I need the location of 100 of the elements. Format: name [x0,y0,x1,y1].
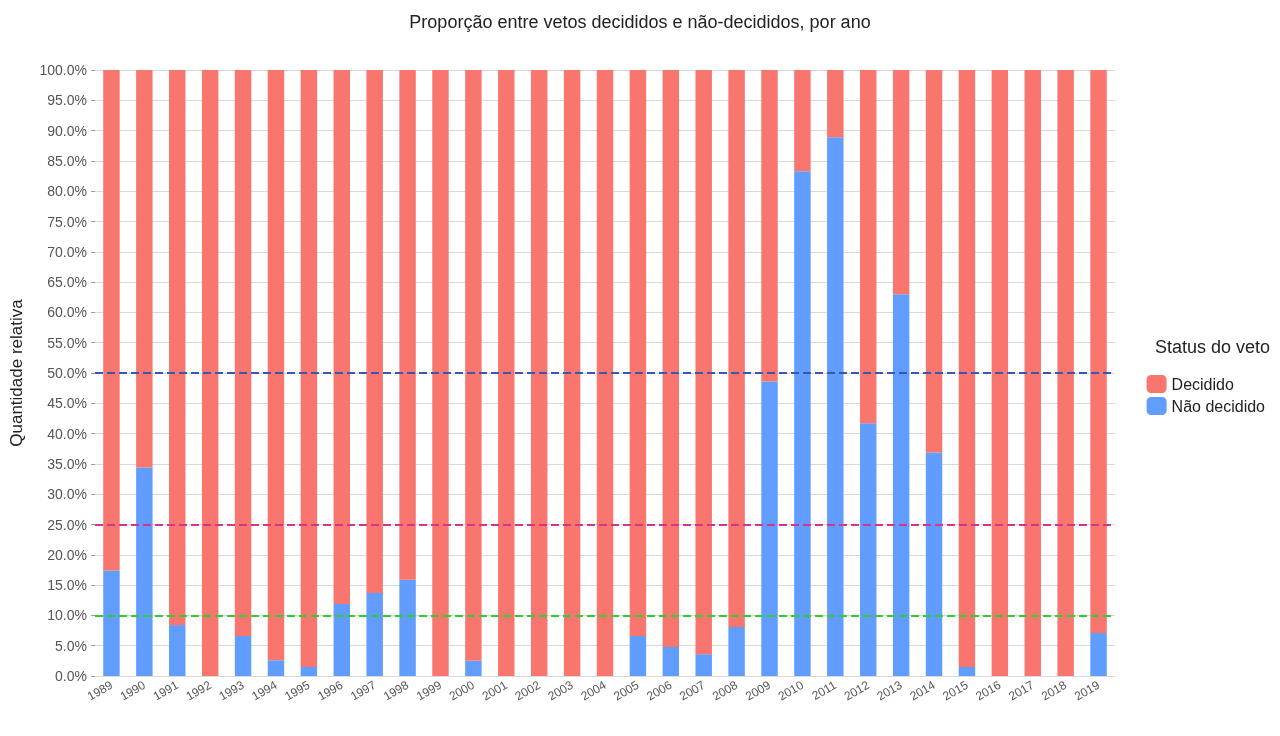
y-tick-label: 70.0% [47,243,87,260]
legend-label: Decidido [1171,375,1234,393]
bar [892,294,910,676]
x-tick-label: 1992 [183,677,214,704]
x-tick-label: 1993 [216,677,247,704]
y-tick-label: 65.0% [47,274,87,291]
chart-title: Proporção entre vetos decididos e não-decididos, por ano [409,12,871,32]
bar [300,666,318,676]
y-tick-label: 30.0% [47,486,87,503]
x-tick-label: 2005 [611,677,642,704]
bar [103,70,120,571]
bar [333,70,350,604]
y-tick-label: 75.0% [47,213,87,230]
x-tick-label: 2016 [973,677,1004,704]
x-tick-label: 2008 [710,677,741,704]
bar [925,452,943,676]
y-tick-label: 55.0% [47,334,87,351]
bar [629,70,647,636]
bar [892,70,910,295]
bar [103,570,120,676]
y-tick-label: 80.0% [47,183,87,200]
y-tick-label: 95.0% [47,92,87,109]
x-tick-label: 1996 [315,677,346,704]
bar [333,603,350,676]
bar [234,636,252,676]
y-axis-title: Quantidade relativa [7,298,26,447]
x-tick-label: 2009 [742,677,774,704]
bar [300,70,318,667]
x-tick-label: 1991 [150,677,182,704]
bar [1090,70,1107,633]
bar [794,171,811,676]
bar [366,592,383,676]
bar [530,70,548,676]
bar [958,666,976,676]
y-tick-label: 10.0% [47,607,87,624]
bar [399,70,416,580]
x-tick-label: 2012 [841,677,873,704]
bar [827,137,844,676]
y-tick-label: 45.0% [47,395,87,412]
bar [991,70,1009,676]
x-tick-label: 2017 [1006,677,1037,704]
bar [234,70,252,636]
bar [662,646,680,676]
x-tick-label: 2001 [479,677,511,704]
legend-title: Status do veto [1154,337,1270,357]
y-tick-label: 15.0% [47,577,87,594]
bar [169,70,186,626]
bar [267,660,285,676]
y-tick-label: 5.0% [55,637,87,654]
x-tick-label: 1999 [413,677,445,704]
x-tick-label: 1995 [282,677,313,704]
x-tick-label: 2013 [874,677,905,704]
x-tick-label: 2004 [578,677,609,704]
bar [827,70,844,138]
x-tick-label: 2011 [809,677,840,703]
bar [695,70,712,655]
bar [267,70,285,661]
bar [1024,70,1041,676]
x-tick-label: 2018 [1039,677,1070,704]
y-tick-label: 100.0% [39,62,87,78]
bar [201,70,219,676]
bar [662,70,680,647]
bar [728,70,745,627]
bar [860,70,877,424]
bar [465,70,482,661]
bar [794,70,811,172]
x-tick-label: 1994 [249,677,280,704]
x-tick-label: 2002 [512,677,543,704]
y-tick-label: 50.0% [47,365,87,381]
bar [1090,632,1107,676]
y-tick-label: 0.0% [55,668,87,684]
x-tick-label: 2010 [775,677,807,704]
y-tick-label: 85.0% [47,152,87,169]
bar [596,70,614,676]
y-tick-label: 60.0% [47,304,87,321]
x-tick-label: 2000 [446,677,478,704]
bar [136,467,153,676]
x-tick-label: 1997 [348,677,379,704]
x-tick-label: 2014 [907,677,938,704]
bar [860,423,877,676]
bar [432,70,449,676]
bar [136,70,153,468]
bar [761,381,778,676]
x-tick-label: 2015 [940,677,971,704]
bar [695,654,712,676]
bar [925,70,943,453]
x-tick-label: 2003 [545,677,576,704]
x-tick-label: 2006 [644,677,675,704]
bar [1057,70,1074,676]
legend-label: Não decidido [1171,397,1266,415]
bar [498,70,515,676]
bar [958,70,976,667]
bar [399,579,416,676]
bar [366,70,383,593]
y-tick-label: 25.0% [47,516,87,533]
y-tick-label: 35.0% [47,455,87,472]
bar [728,626,745,676]
bar [169,625,186,676]
y-tick-label: 90.0% [47,122,87,139]
y-tick-label: 40.0% [47,425,87,442]
